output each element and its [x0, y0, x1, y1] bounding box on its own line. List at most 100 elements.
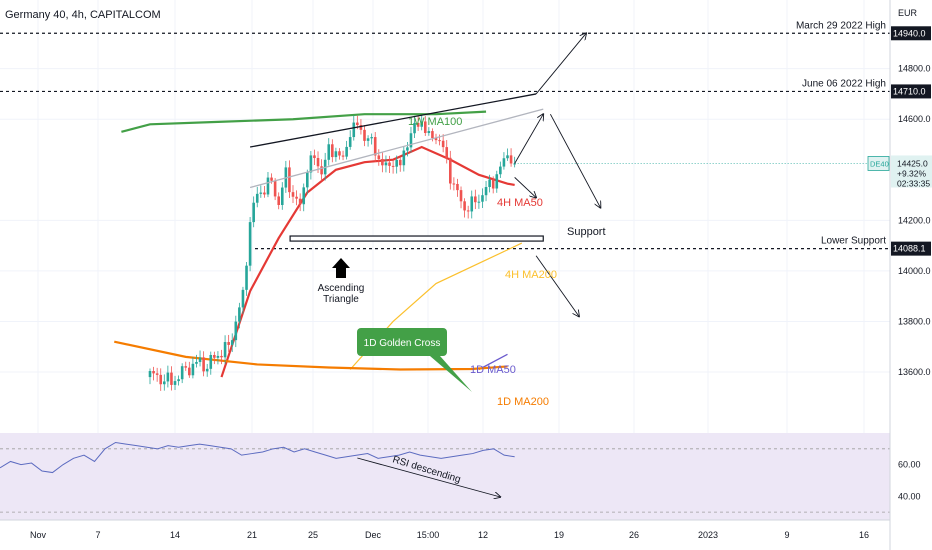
- candle-body: [177, 379, 180, 382]
- symbol-tag-bg: [867, 156, 890, 171]
- candle-body: [220, 355, 223, 358]
- projection-arrow: [535, 255, 579, 317]
- candle-body: [352, 122, 356, 138]
- x-tick-label: 7: [95, 530, 100, 540]
- candle-body: [470, 196, 474, 212]
- candle-body: [334, 151, 338, 158]
- candle-body: [298, 198, 302, 205]
- candle-body: [416, 122, 420, 127]
- candle-body: [159, 374, 163, 385]
- candle-body: [431, 131, 434, 139]
- x-tick-label: Nov: [30, 530, 47, 540]
- candle-body: [495, 174, 499, 189]
- support-label: Support: [567, 226, 606, 238]
- candle-body: [484, 187, 488, 196]
- candle-body: [402, 150, 406, 166]
- candle-body: [213, 354, 216, 358]
- candle-body: [356, 122, 359, 126]
- support-box: [289, 235, 544, 242]
- projection-arrow: [550, 113, 600, 208]
- x-tick-label: 2023: [698, 530, 718, 540]
- x-tick-label: 26: [629, 530, 639, 540]
- x-tick-label: 21: [247, 530, 257, 540]
- ma-label-1d-ma50: 1D MA50: [470, 364, 516, 376]
- candle-body: [391, 165, 395, 167]
- candle-body: [488, 179, 491, 188]
- price-level-label: Lower Support: [821, 236, 886, 247]
- candle-body: [155, 373, 159, 375]
- candle-body: [238, 307, 241, 322]
- candle-body: [202, 357, 205, 372]
- trendline-lower: [249, 108, 544, 189]
- candle-body: [466, 210, 470, 212]
- candle-body: [191, 363, 195, 376]
- candle-body: [188, 367, 191, 376]
- candle-body: [230, 340, 234, 345]
- candle-body: [234, 321, 238, 341]
- candle-body: [395, 159, 398, 167]
- candle-body: [427, 131, 431, 134]
- price-level-tag-bg: [891, 84, 931, 99]
- projection-arrow: [357, 457, 500, 497]
- symbol-tag: DE40: [870, 159, 889, 168]
- candle-body: [463, 201, 466, 211]
- last-price-tag: 02:33:35: [897, 178, 930, 188]
- price-level-label: March 29 2022 High: [796, 20, 886, 31]
- candle-body: [441, 140, 445, 148]
- candle-body: [248, 222, 252, 266]
- golden-cross-label: 1D Golden Cross: [364, 338, 441, 349]
- candle-body: [263, 192, 266, 195]
- candle-body: [227, 342, 230, 345]
- price-levels: March 29 2022 High 14940.0 June 06 2022 Hi…: [0, 20, 932, 256]
- currency-label: EUR: [898, 8, 918, 18]
- trendline-upper: [249, 93, 537, 148]
- candle-body: [291, 192, 295, 197]
- rsi-tick-label: 40.00: [898, 491, 921, 501]
- candle-body: [273, 180, 277, 197]
- candle-body: [280, 187, 284, 205]
- candle-body: [445, 147, 449, 158]
- chart-grid: [0, 0, 890, 520]
- candle-body: [456, 183, 459, 191]
- candles: [148, 115, 516, 391]
- price-level-label: June 06 2022 High: [802, 78, 886, 89]
- candle-body: [266, 177, 270, 195]
- candle-body: [363, 129, 366, 141]
- price-level-tag: 14088.1: [893, 244, 926, 254]
- candle-body: [502, 158, 506, 167]
- candle-body: [277, 196, 280, 205]
- candle-body: [423, 121, 427, 134]
- candle-body: [434, 138, 438, 141]
- candle-body: [313, 155, 316, 159]
- candle-body: [327, 144, 331, 160]
- last-price-tag: +9.32%: [897, 168, 927, 178]
- y-tick-label: 14000.0: [898, 266, 931, 276]
- price-level-tag-bg: [891, 26, 931, 41]
- candle-body: [241, 289, 245, 308]
- candle-body: [406, 147, 409, 151]
- last-price-tag: 14425.0: [897, 158, 928, 168]
- candle-body: [438, 140, 441, 142]
- candle-body: [499, 166, 502, 175]
- projection-arrow: [535, 33, 586, 95]
- time-axis: Nov 7 14 21 25 Dec 15:00 12 19 26 2023 9 16: [0, 519, 890, 540]
- candle-body: [481, 195, 484, 202]
- candle-body: [223, 342, 227, 358]
- candle-body: [245, 265, 248, 290]
- ma-label-1w-ma100: 1W MA100: [408, 116, 462, 128]
- candle-body: [513, 163, 516, 165]
- x-tick-label: 14: [170, 530, 180, 540]
- candle-body: [252, 202, 255, 223]
- ma-label-4h-ma50: 4H MA50: [497, 197, 543, 209]
- candle-body: [381, 159, 384, 166]
- x-tick-label: 15:00: [417, 530, 440, 540]
- x-tick-label: 9: [784, 530, 789, 540]
- ma-line-1d-ma50: [478, 353, 508, 371]
- golden-cross-pointer: [430, 356, 472, 392]
- candle-body: [198, 357, 202, 362]
- rsi-line: [0, 441, 515, 474]
- price-level-tag: 14940.0: [893, 28, 926, 38]
- triangle-label: Triangle: [323, 294, 359, 305]
- candle-body: [409, 133, 413, 148]
